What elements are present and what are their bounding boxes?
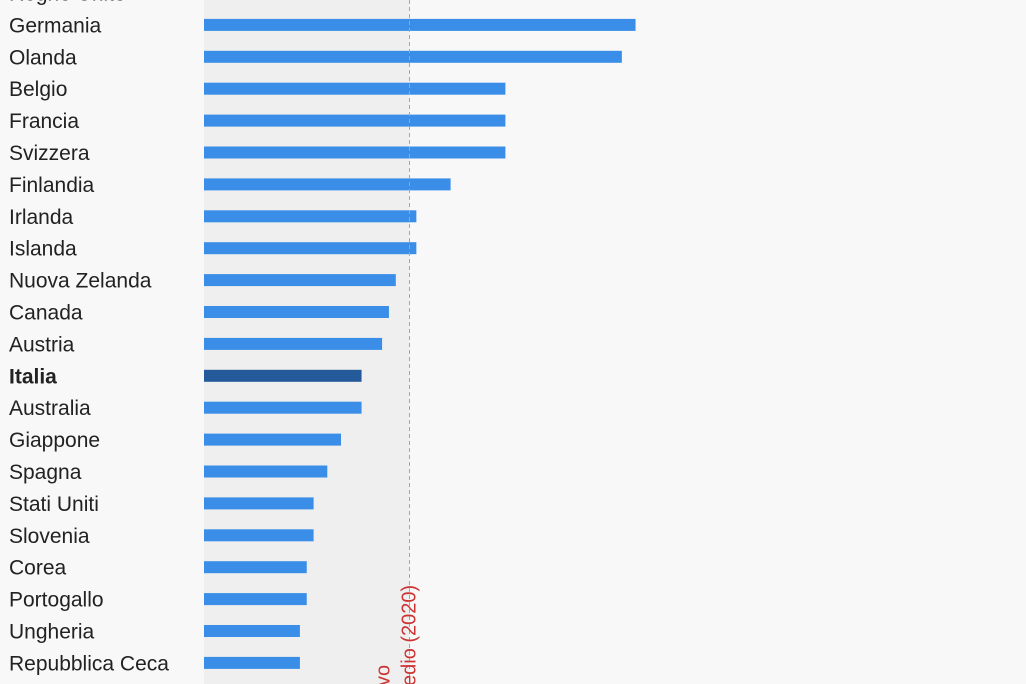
bar-ungheria <box>204 625 300 637</box>
category-label-ungheria: Ungheria <box>9 621 95 644</box>
category-label-olanda: Olanda <box>9 46 77 69</box>
bar-repubblica-ceca <box>204 656 300 669</box>
category-label-italia: Italia <box>9 365 57 388</box>
bar-belgio <box>204 82 506 95</box>
bar-austria <box>204 337 383 350</box>
bar-svizzera <box>204 146 506 159</box>
category-label-stati-uniti: Stati Uniti <box>9 493 99 516</box>
bar-islanda <box>204 242 417 255</box>
bar-italia <box>204 369 362 382</box>
category-label-nuova-zelanda: Nuova Zelanda <box>9 270 152 293</box>
category-label-finlandia: Finlandia <box>9 174 95 197</box>
category-label-repubblica-ceca: Repubblica Ceca <box>9 652 169 675</box>
bar-portogallo <box>204 593 307 606</box>
category-label-regno-unito: Regno Unito <box>9 0 126 6</box>
category-label-germania: Germania <box>9 14 102 37</box>
bar-germania <box>204 18 636 31</box>
category-label-austria: Austria <box>9 333 75 356</box>
bar-slovenia <box>204 529 314 542</box>
category-labels-layer: Regno Unito Germania Olanda Belgio Francia Sv… <box>9 0 169 675</box>
bar-spagna <box>204 465 328 478</box>
bar-francia <box>204 114 506 127</box>
reference-line-layer: vo edio (2020) <box>373 0 421 684</box>
category-label-giappone: Giappone <box>9 429 100 452</box>
category-label-irlanda: Irlanda <box>9 206 74 229</box>
reference-line-label-2: edio (2020) <box>399 585 421 684</box>
category-label-svizzera: Svizzera <box>9 142 90 165</box>
bar-stati-uniti <box>204 497 314 510</box>
bar-canada <box>204 306 389 318</box>
category-label-spagna: Spagna <box>9 461 82 484</box>
category-label-belgio: Belgio <box>9 78 67 101</box>
category-label-francia: Francia <box>9 110 79 133</box>
bars-layer <box>204 18 636 669</box>
bar-australia <box>204 401 362 414</box>
category-label-canada: Canada <box>9 302 83 325</box>
bar-olanda <box>204 50 622 63</box>
category-label-corea: Corea <box>9 557 67 580</box>
bar-giappone <box>204 433 341 446</box>
category-label-islanda: Islanda <box>9 238 77 261</box>
category-label-portogallo: Portogallo <box>9 589 104 612</box>
reference-line-label-1: vo <box>373 665 395 684</box>
bar-corea <box>204 561 307 574</box>
bar-finlandia <box>204 178 451 191</box>
category-label-australia: Australia <box>9 397 91 420</box>
category-label-slovenia: Slovenia <box>9 525 90 548</box>
bar-nuova-zelanda <box>204 274 396 287</box>
bar-irlanda <box>204 210 417 223</box>
